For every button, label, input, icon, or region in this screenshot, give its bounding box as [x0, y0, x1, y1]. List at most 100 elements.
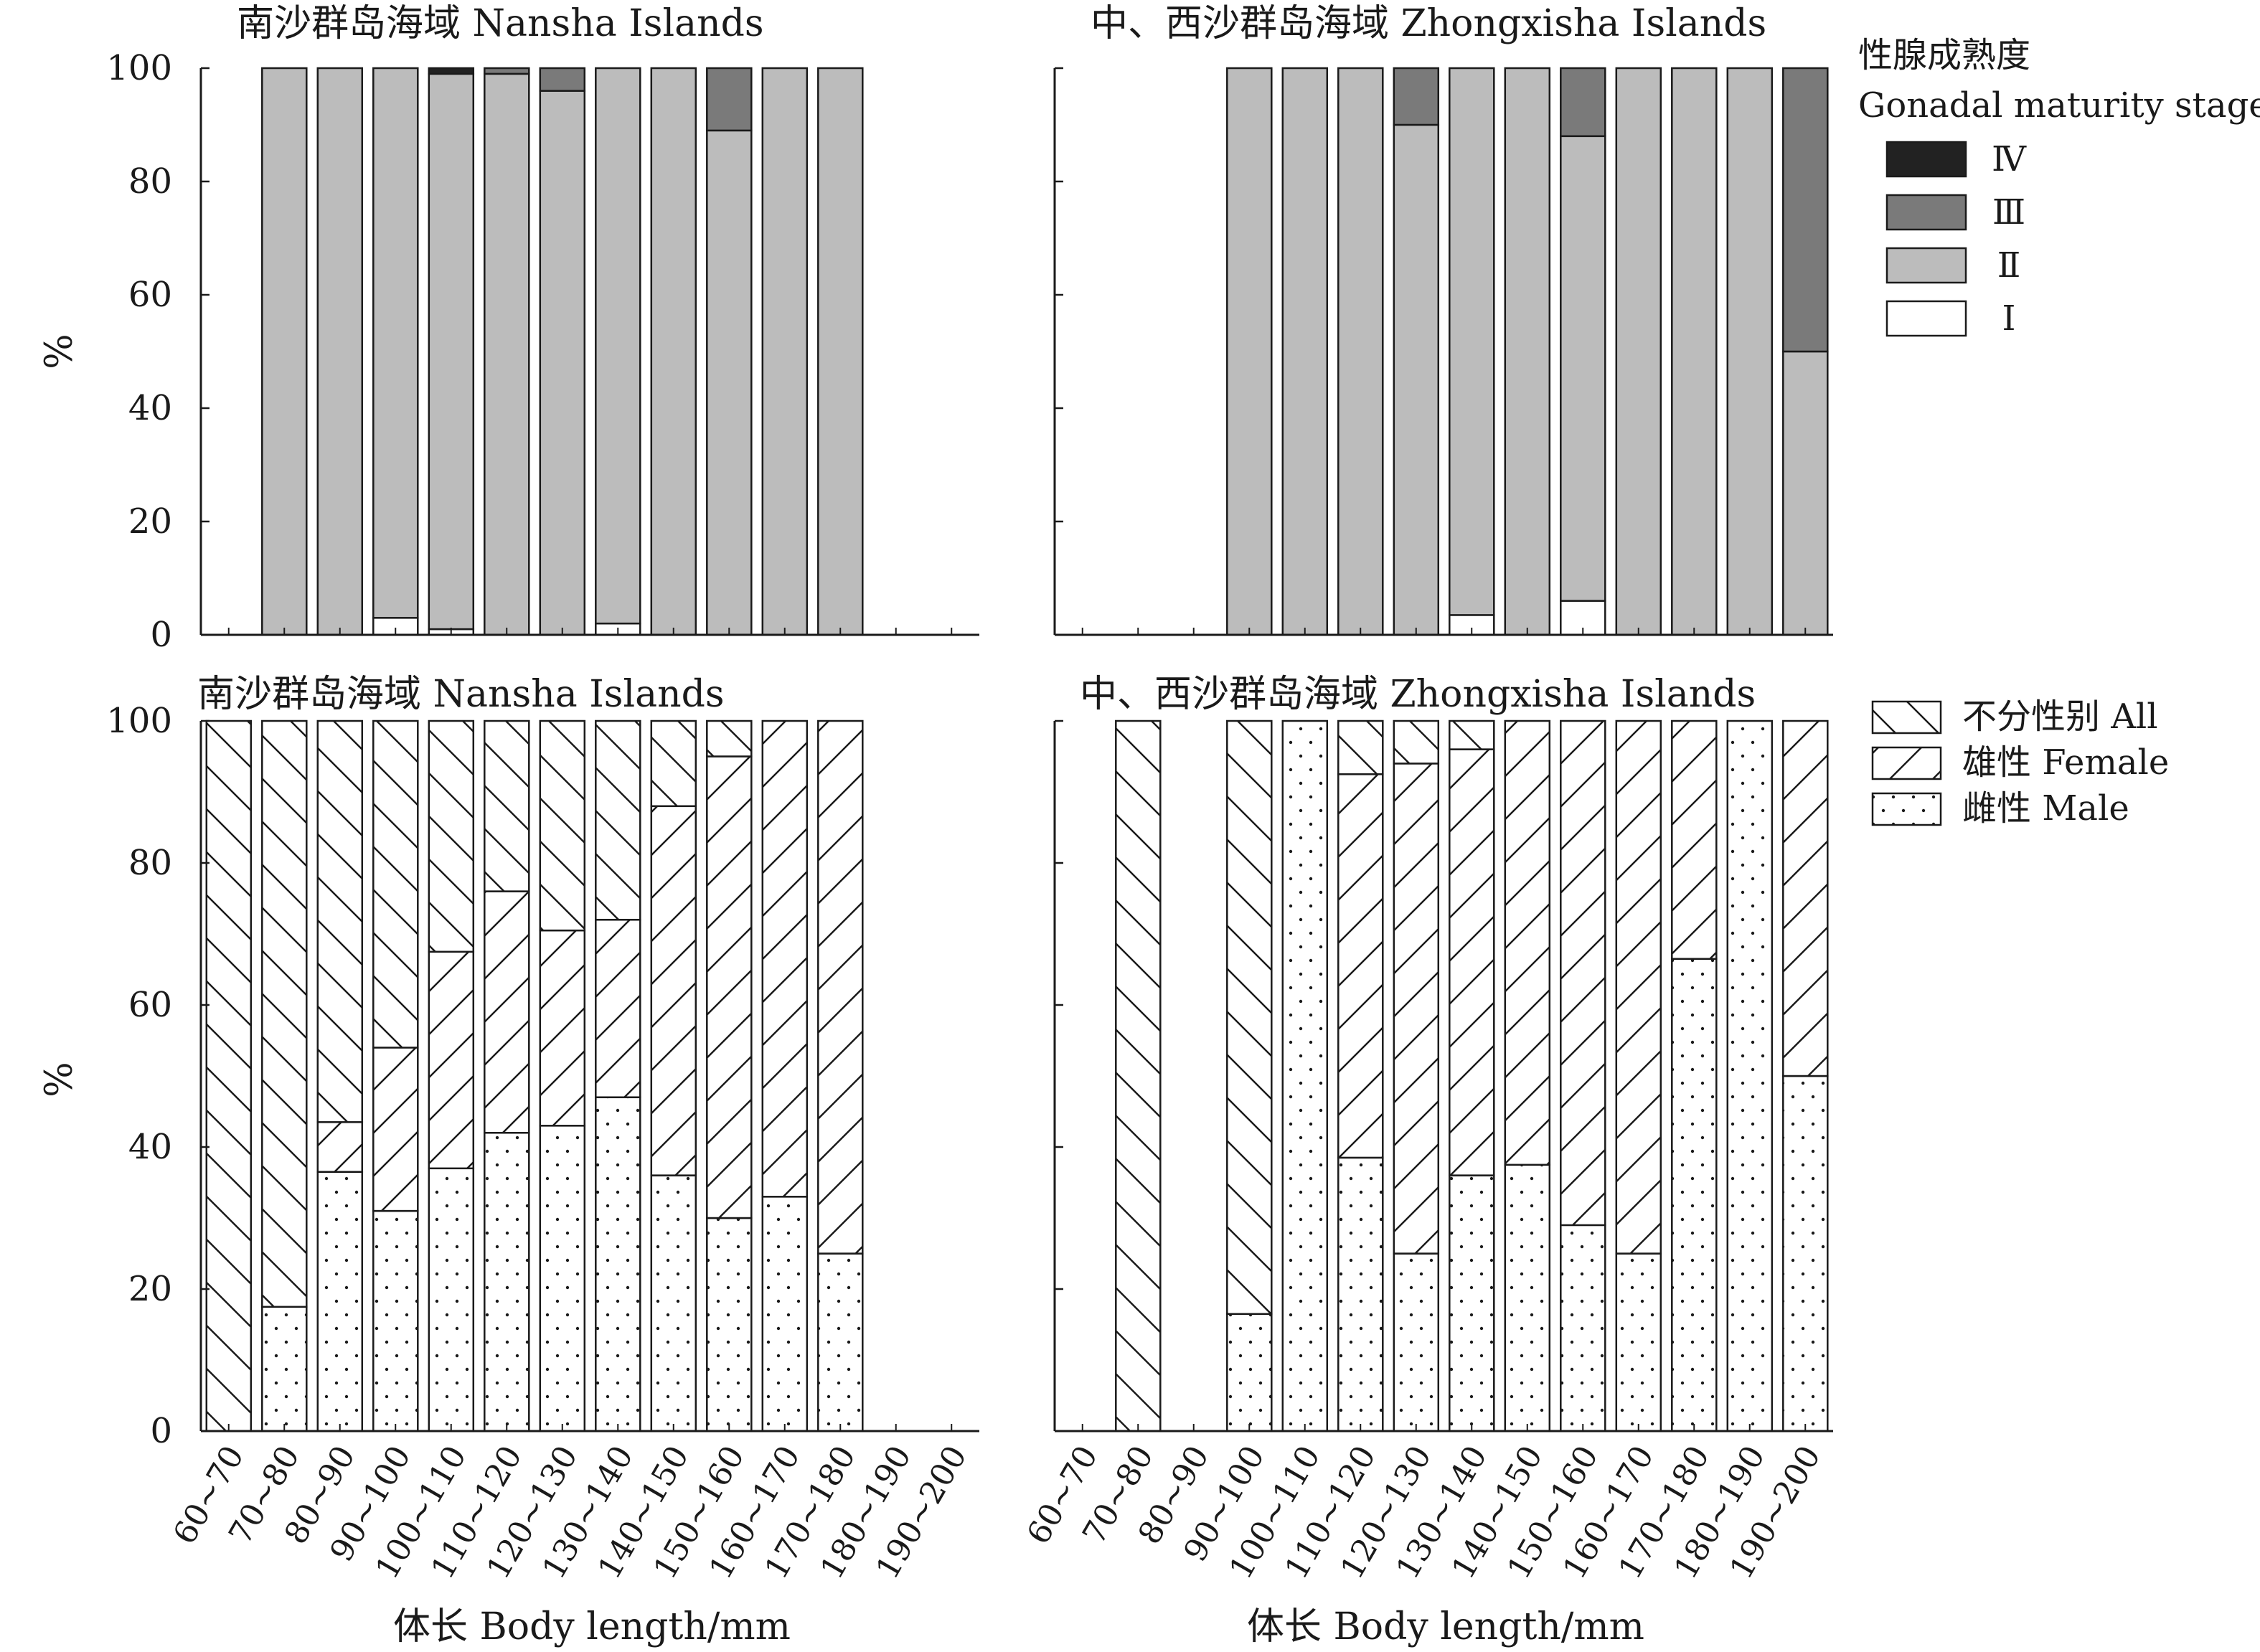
- bar-segment-male-170~180: [1671, 958, 1718, 1432]
- legend-swatch: [1871, 792, 1942, 826]
- bar-segment-female-120~130: [539, 929, 586, 1127]
- bar-segment-female-120~130: [1393, 763, 1440, 1255]
- bar-segment-all-100~110: [428, 719, 475, 953]
- bar-segment-male-150~160: [706, 1217, 753, 1432]
- y-tick-label: 60: [128, 985, 172, 1025]
- panel-title: 南沙群岛海域 Nansha Islands: [197, 673, 725, 716]
- legend-label: Ⅰ: [2002, 298, 2016, 339]
- bar-segment-male-140~150: [1504, 1164, 1551, 1432]
- bar-segment-male-110~120: [484, 1131, 530, 1432]
- bar-segment-female-130~140: [1449, 748, 1495, 1176]
- bar-segment-II-120~130: [539, 90, 586, 636]
- bar-segment-all-60~70: [205, 719, 253, 1432]
- legend-label: Ⅲ: [1992, 192, 2025, 232]
- panel-title: 中、西沙群岛海域 Zhongxisha Islands: [1080, 673, 1756, 716]
- bar-segment-female-140~150: [1504, 719, 1551, 1166]
- bar-segment-female-160~170: [1615, 719, 1662, 1255]
- legend-label: 雄性 Female: [1962, 742, 2169, 783]
- legend-item-male: 雌性 Male: [1871, 788, 2129, 829]
- bars: [205, 719, 864, 1432]
- y-tick-label: 80: [128, 161, 172, 202]
- bar-segment-II-110~120: [1337, 67, 1384, 636]
- y-tick-label: 20: [128, 1269, 172, 1309]
- y-tick-label: 0: [150, 1411, 172, 1451]
- bar-segment-III-120~130: [1393, 67, 1440, 126]
- legend-swatch: [1871, 700, 1942, 735]
- y-tick-label: 40: [128, 388, 172, 428]
- legend-item-stage-ii: Ⅱ: [1885, 245, 2021, 285]
- bar-segment-II-190~200: [1782, 350, 1829, 636]
- bar-segment-II-150~160: [1560, 135, 1606, 602]
- bar-segment-II-140~150: [1504, 67, 1551, 636]
- bar-segment-female-160~170: [761, 719, 809, 1198]
- y-axis-label: %: [38, 1062, 81, 1097]
- bar-segment-II-120~130: [1393, 123, 1440, 636]
- bar-segment-II-130~140: [595, 67, 641, 625]
- panel-nansha-maturity: 南沙群岛海域 Nansha Islands % 0 20 40 60 80 100: [38, 2, 979, 655]
- bar-segment-II-140~150: [650, 67, 697, 636]
- bar-segment-male-120~130: [1393, 1252, 1440, 1432]
- bar-segment-male-90~100: [1226, 1313, 1273, 1432]
- bar-segment-male-110~120: [1337, 1156, 1384, 1432]
- bar-segment-II-90~100: [1226, 67, 1273, 636]
- legend-item-all: 不分性别 All: [1871, 697, 2158, 737]
- y-tick-label: 100: [106, 48, 172, 88]
- legend-swatch: [1871, 746, 1942, 780]
- bar-segment-II-80~90: [316, 67, 364, 636]
- x-axis-label: 体长 Body length/mm: [393, 1605, 791, 1648]
- legend-item-female: 雄性 Female: [1871, 742, 2169, 783]
- bar-segment-III-120~130: [539, 67, 586, 92]
- bar-segment-female-150~160: [706, 755, 753, 1219]
- bars: [1226, 67, 1829, 636]
- legend-swatch: [1885, 300, 1967, 337]
- bar-segment-male-140~150: [650, 1174, 697, 1432]
- bar-segment-male-130~140: [1449, 1174, 1495, 1432]
- bar-segment-female-140~150: [650, 805, 697, 1176]
- y-tick-label: 20: [128, 501, 172, 542]
- bar-segment-III-150~160: [1560, 67, 1606, 138]
- bar-segment-II-160~170: [761, 67, 809, 636]
- y-tick-label: 100: [106, 701, 172, 741]
- bar-segment-IV-100~110: [428, 67, 475, 75]
- bar-segment-male-150~160: [1560, 1224, 1606, 1432]
- bar-segment-female-170~180: [1671, 719, 1718, 960]
- bar-segment-male-80~90: [316, 1171, 364, 1432]
- bar-segment-male-190~200: [1782, 1075, 1829, 1432]
- legend-maturity-stage: 性腺成熟度 Gonadal maturity stage Ⅳ Ⅲ Ⅱ Ⅰ: [1858, 35, 2260, 339]
- legend-label: Ⅳ: [1992, 139, 2027, 179]
- bar-segment-II-130~140: [1449, 67, 1495, 616]
- bar-segment-all-90~100: [1226, 719, 1273, 1315]
- bar-segment-III-190~200: [1782, 67, 1829, 353]
- bar-segment-female-110~120: [484, 890, 530, 1134]
- bars: [261, 67, 864, 636]
- bar-segment-male-180~190: [1726, 719, 1774, 1432]
- legend-swatch: [1885, 247, 1967, 284]
- bar-segment-female-130~140: [595, 918, 641, 1098]
- bar-segment-all-150~160: [706, 719, 753, 757]
- bars: [1115, 719, 1829, 1432]
- legend-label: 雌性 Male: [1962, 788, 2129, 829]
- y-tick-label: 40: [128, 1127, 172, 1167]
- bar-segment-female-80~90: [316, 1121, 364, 1173]
- legend-item-stage-i: Ⅰ: [1885, 298, 2016, 339]
- bar-segment-II-150~160: [706, 129, 753, 636]
- bar-segment-male-100~110: [428, 1167, 475, 1432]
- panel-nansha-sex: 南沙群岛海域 Nansha Islands % 体长 Body length/m…: [38, 673, 979, 1648]
- bar-segment-female-170~180: [817, 719, 864, 1255]
- x-axis-label: 体长 Body length/mm: [1247, 1605, 1644, 1648]
- legend-label: 不分性别 All: [1962, 697, 2158, 737]
- y-tick-label: 60: [128, 275, 172, 315]
- bar-segment-III-110~120: [484, 67, 530, 75]
- legend-swatch: [1885, 141, 1967, 178]
- bar-segment-II-70~80: [261, 67, 308, 636]
- bar-segment-all-70~80: [261, 719, 308, 1308]
- legend-label: Ⅱ: [1997, 245, 2021, 285]
- panel-title: 中、西沙群岛海域 Zhongxisha Islands: [1091, 2, 1766, 45]
- panel-zhongxisha-sex: 中、西沙群岛海域 Zhongxisha Islands 体长 Body leng…: [1020, 673, 1833, 1648]
- bar-segment-male-160~170: [1615, 1252, 1662, 1432]
- bar-segment-III-150~160: [706, 67, 753, 132]
- bar-segment-all-130~140: [595, 719, 641, 921]
- legend-title-cn: 性腺成熟度: [1858, 35, 2030, 75]
- bar-segment-all-110~120: [1337, 719, 1384, 775]
